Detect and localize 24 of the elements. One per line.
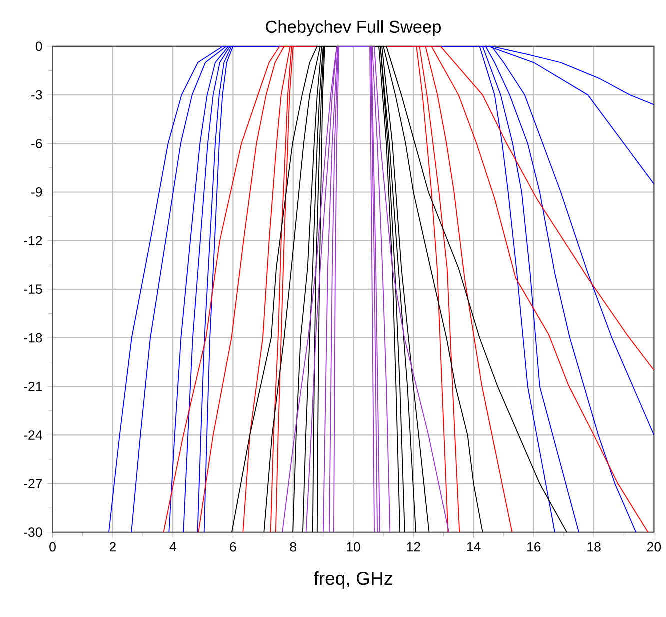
y-tick-label: -15 (24, 284, 42, 294)
y-tick-label: -9 (32, 187, 42, 197)
x-tick-label: 2 (110, 542, 116, 552)
y-tick-label: -3 (32, 90, 42, 100)
y-tick-label: -12 (24, 236, 42, 246)
x-tick-label: 12 (407, 542, 420, 552)
x-tick-label: 4 (170, 542, 176, 552)
x-tick-label: 10 (347, 542, 360, 552)
y-tick-label: -6 (32, 138, 42, 148)
y-tick-label: -18 (24, 333, 42, 343)
x-tick-label: 20 (647, 542, 662, 552)
x-tick-label: 0 (50, 542, 56, 552)
y-tick-label: -27 (24, 478, 42, 488)
x-tick-label: 6 (230, 542, 236, 552)
y-tick-label: -30 (24, 528, 42, 537)
chart-title: Chebychev Full Sweep (266, 20, 441, 36)
y-tick-label: -24 (24, 430, 42, 440)
x-tick-label: 16 (528, 542, 541, 552)
x-tick-label: 18 (588, 542, 601, 552)
y-tick-label: -21 (24, 382, 42, 392)
x-axis-title: freq, GHz (314, 571, 392, 589)
x-tick-label: 14 (467, 542, 481, 552)
x-tick-label: 8 (290, 542, 296, 552)
y-tick-label: 0 (36, 42, 42, 51)
